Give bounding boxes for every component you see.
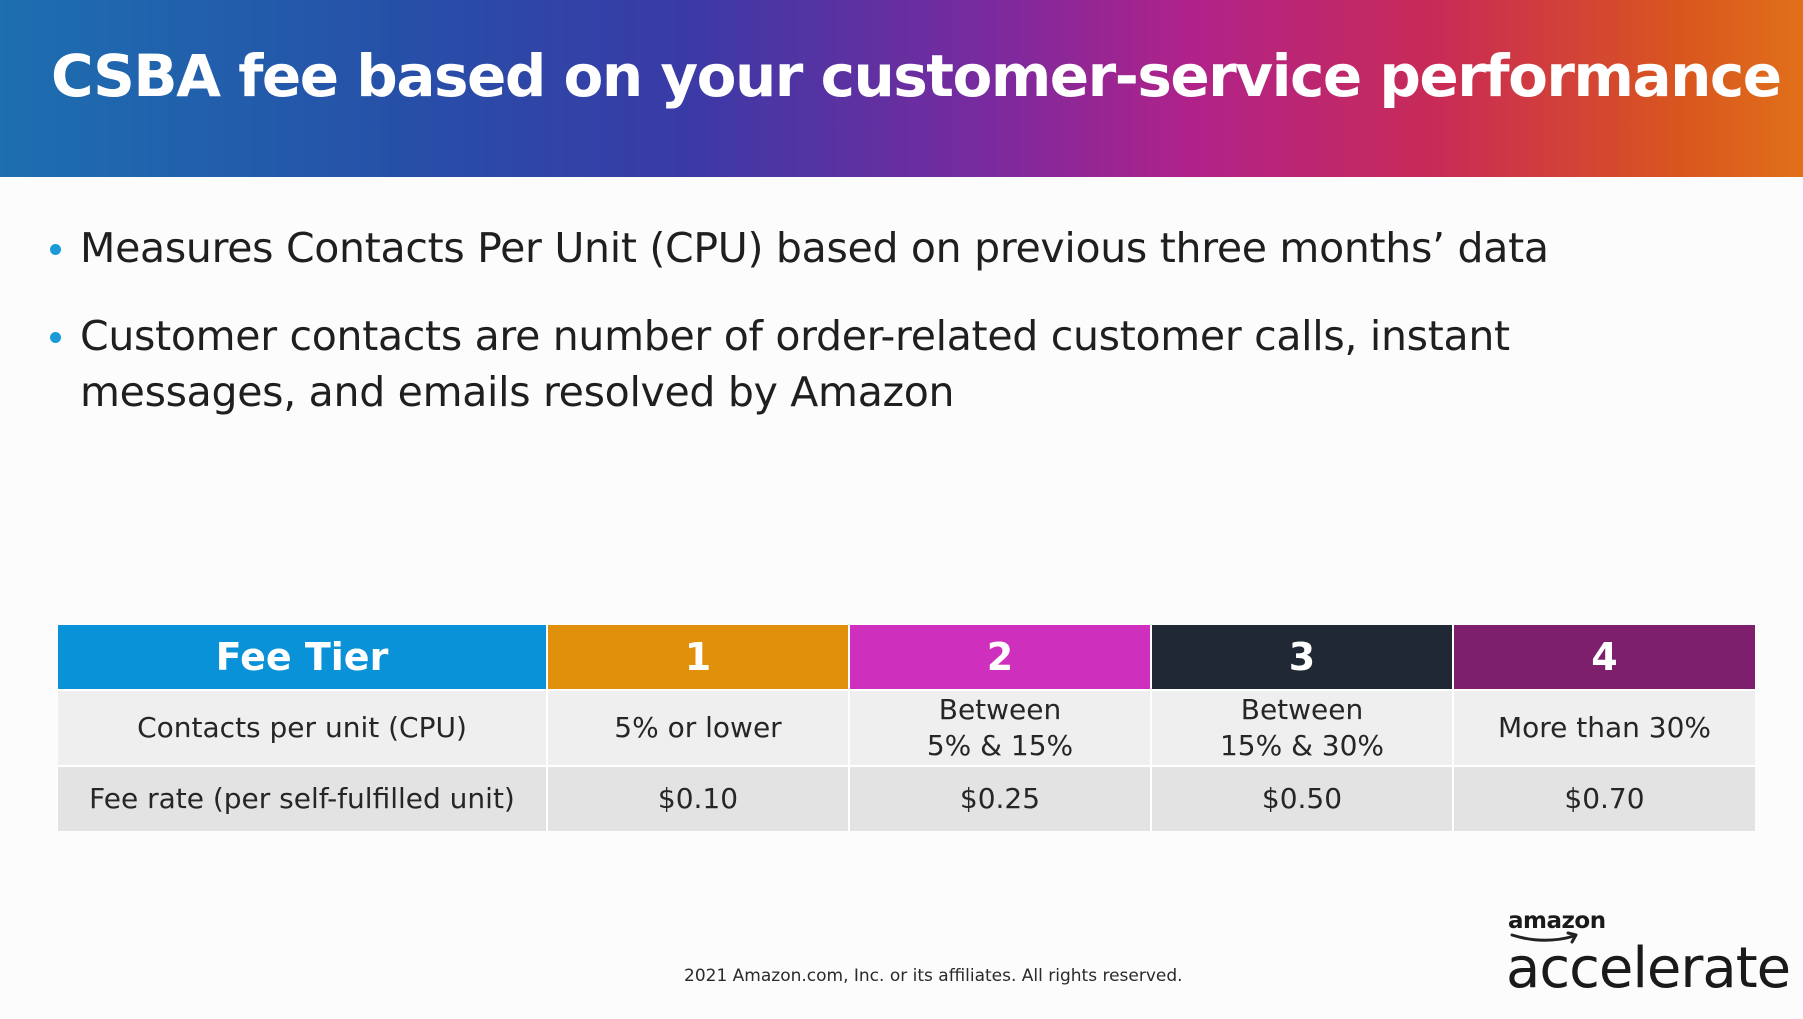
- cpu-cell-text: Between: [1240, 693, 1364, 726]
- cpu-cell-text: More than 30%: [1497, 711, 1712, 744]
- cpu-cell-text: 5% or lower: [614, 711, 782, 744]
- header-tier-3: 3: [1151, 625, 1454, 690]
- bullet-text: Customer contacts are number of order-re…: [80, 312, 1510, 416]
- table-row-cpu: Contacts per unit (CPU) 5% or lower Betw…: [58, 689, 1755, 766]
- amazon-smile-icon: [1510, 931, 1578, 944]
- rate-cell-tier-2: $0.25: [849, 765, 1152, 831]
- cpu-cell-text: 5% & 15%: [926, 729, 1074, 762]
- cpu-cell-text: 15% & 30%: [1219, 729, 1385, 762]
- cpu-cell-text: Between: [938, 693, 1062, 726]
- cpu-cell-tier-4: More than 30%: [1453, 689, 1755, 766]
- copyright-footer: 2021 Amazon.com, Inc. or its affiliates.…: [684, 966, 1183, 986]
- bullet-item: Measures Contacts Per Unit (CPU) based o…: [50, 220, 1710, 276]
- bullet-list: Measures Contacts Per Unit (CPU) based o…: [50, 220, 1710, 452]
- header-fee-tier: Fee Tier: [58, 625, 548, 690]
- table-header-row: Fee Tier 1 2 3 4: [58, 625, 1755, 690]
- table-row-fee-rate: Fee rate (per self-fulfilled unit) $0.10…: [58, 765, 1755, 831]
- slide-title: CSBA fee based on your customer-service …: [51, 42, 1782, 110]
- header-tier-4: 4: [1453, 625, 1755, 690]
- bullet-text: Measures Contacts Per Unit (CPU) based o…: [80, 224, 1549, 272]
- rate-row-label: Fee rate (per self-fulfilled unit): [58, 765, 548, 831]
- logo-accelerate-text: accelerate: [1506, 936, 1791, 1001]
- header-tier-2: 2: [849, 625, 1152, 690]
- cpu-cell-tier-3: Between 15% & 30%: [1151, 689, 1454, 766]
- rate-cell-tier-1: $0.10: [547, 765, 850, 831]
- cpu-row-label: Contacts per unit (CPU): [58, 689, 548, 766]
- amazon-accelerate-logo: amazon accelerate: [1506, 908, 1791, 1001]
- rate-cell-tier-3: $0.50: [1151, 765, 1454, 831]
- logo-amazon-text: amazon: [1508, 908, 1606, 934]
- fee-tier-table: Fee Tier 1 2 3 4 Contacts per unit (CPU)…: [58, 625, 1755, 831]
- rate-cell-tier-4: $0.70: [1453, 765, 1755, 831]
- header-banner: CSBA fee based on your customer-service …: [0, 0, 1803, 177]
- cpu-cell-tier-1: 5% or lower: [547, 689, 850, 766]
- cpu-cell-tier-2: Between 5% & 15%: [849, 689, 1152, 766]
- bullet-item: Customer contacts are number of order-re…: [50, 308, 1710, 420]
- bullet-dot-icon: [50, 244, 61, 255]
- bullet-dot-icon: [50, 332, 61, 343]
- header-tier-1: 1: [547, 625, 850, 690]
